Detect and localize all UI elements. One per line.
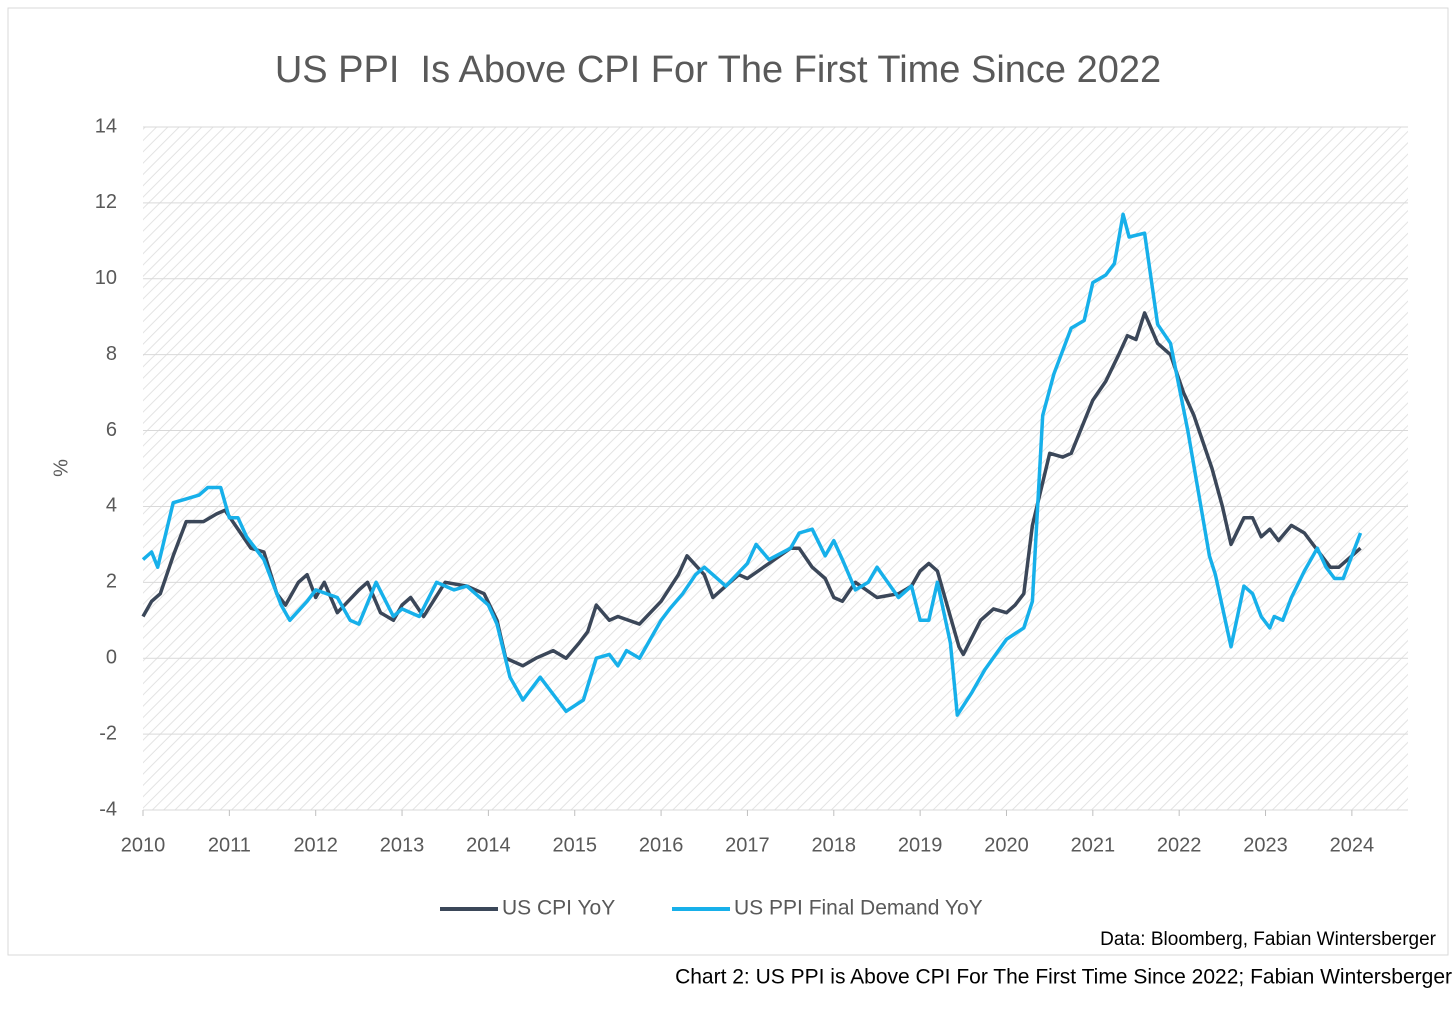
x-tick-label: 2010 — [121, 834, 166, 856]
source: Data: Bloomberg, Fabian Wintersberger — [1100, 929, 1436, 950]
legend-label: US CPI YoY — [502, 897, 615, 920]
y-tick-label: -4 — [99, 798, 117, 820]
x-tick-label: 2021 — [1071, 834, 1116, 856]
y-tick-label: 14 — [95, 115, 117, 137]
x-tick-label: 2016 — [639, 834, 684, 856]
x-tick-label: 2018 — [812, 834, 857, 856]
caption: Chart 2: US PPI is Above CPI For The Fir… — [675, 966, 1452, 989]
y-tick-label: 10 — [95, 267, 117, 289]
x-tick-label: 2017 — [725, 834, 770, 856]
y-tick-label: 6 — [106, 419, 117, 441]
x-tick-label: 2012 — [293, 834, 338, 856]
x-tick-label: 2013 — [380, 834, 425, 856]
x-tick-label: 2022 — [1157, 834, 1202, 856]
y-axis-label: % — [50, 459, 72, 477]
x-tick-label: 2023 — [1243, 834, 1288, 856]
x-tick-label: 2015 — [552, 834, 597, 856]
y-tick-label: -2 — [99, 722, 117, 744]
y-tick-label: 12 — [95, 191, 117, 213]
y-tick-label: 2 — [106, 571, 117, 593]
plot-area — [143, 127, 1408, 810]
y-tick-label: 0 — [106, 647, 117, 669]
x-tick-label: 2014 — [466, 834, 511, 856]
series-line — [141, 212, 1363, 717]
legend-label: US PPI Final Demand YoY — [734, 897, 983, 920]
x-tick-label: 2011 — [208, 834, 251, 856]
x-tick-label: 2019 — [898, 834, 943, 856]
y-tick-label: 4 — [106, 495, 117, 517]
chart-title: US PPI Is Above CPI For The First Time S… — [275, 49, 1161, 91]
x-tick-label: 2020 — [984, 834, 1029, 856]
x-tick-label: 2024 — [1330, 834, 1375, 856]
y-tick-label: 8 — [106, 343, 117, 365]
